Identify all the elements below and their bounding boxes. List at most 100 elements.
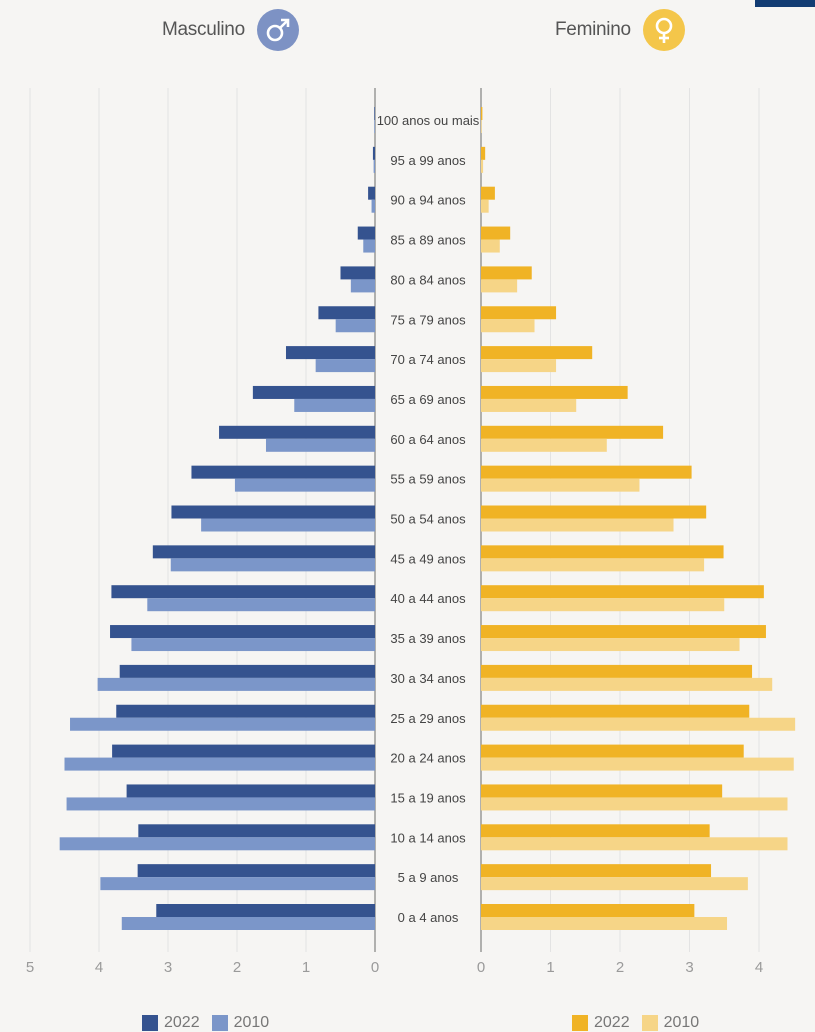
bar-female-2022: [481, 107, 483, 120]
female-header-label: Feminino: [555, 19, 631, 40]
bar-male-2022: [111, 585, 376, 599]
bar-male-2010: [59, 837, 376, 851]
bar-female-2010: [481, 199, 489, 213]
logo-corner-mark: [755, 0, 815, 7]
bar-female-2022: [481, 146, 486, 160]
age-group-label: 55 a 59 anos: [390, 472, 466, 487]
bar-male-2010: [64, 757, 375, 771]
legend-label-male-2022: 2022: [164, 1014, 200, 1031]
bar-male-2010: [373, 159, 375, 173]
bar-female-2010: [481, 159, 484, 173]
bar-male-2010: [147, 598, 375, 612]
bar-female-2022: [481, 346, 593, 360]
male-axis-tick-label: 1: [302, 959, 310, 976]
male-axis-tick-label: 3: [164, 959, 172, 976]
bar-female-2022: [481, 744, 744, 758]
female-axis-tick-label: 3: [685, 959, 693, 976]
age-group-label: 65 a 69 anos: [390, 392, 466, 407]
bar-male-2010: [131, 638, 375, 652]
age-group-label: 40 a 44 anos: [390, 591, 466, 606]
bar-male-2022: [191, 465, 375, 479]
bar-male-2010: [70, 717, 376, 731]
bar-female-2022: [481, 186, 495, 200]
male-axis-tick-label: 5: [26, 959, 34, 976]
bar-male-2022: [116, 704, 375, 718]
bar-male-2022: [340, 266, 375, 280]
bar-male-2022: [112, 744, 376, 758]
age-group-label: 0 a 4 anos: [398, 910, 459, 925]
legend-female: 2022 2010: [572, 1014, 711, 1032]
bar-female-2010: [481, 558, 705, 572]
bar-female-2010: [481, 398, 577, 412]
bar-female-2022: [481, 664, 753, 678]
bar-female-2022: [481, 425, 664, 439]
bar-male-2010: [363, 239, 375, 253]
bar-female-2022: [481, 306, 557, 320]
bar-male-2010: [66, 797, 375, 811]
bar-female-2010: [481, 319, 535, 333]
bar-male-2010: [97, 677, 376, 691]
bar-female-2010: [481, 717, 796, 731]
bar-male-2022: [318, 306, 375, 320]
bar-male-2022: [152, 545, 375, 559]
female-axis-tick-label: 0: [477, 959, 485, 976]
age-group-label: 30 a 34 anos: [390, 671, 466, 686]
bar-male-2022: [138, 824, 375, 838]
bar-male-2022: [252, 385, 375, 399]
bar-male-2010: [265, 438, 375, 452]
bar-male-2022: [368, 186, 375, 200]
age-group-label: 10 a 14 anos: [390, 830, 466, 845]
age-group-label: 85 a 89 anos: [390, 233, 466, 248]
bar-male-2010: [201, 518, 375, 532]
bar-female-2022: [481, 704, 750, 718]
bar-male-2022: [372, 146, 375, 160]
bar-female-2022: [481, 266, 532, 280]
bar-male-2022: [110, 625, 375, 639]
bar-male-2022: [156, 904, 375, 917]
bar-male-2010: [234, 478, 375, 492]
age-group-label: 90 a 94 anos: [390, 193, 466, 208]
bar-female-2010: [481, 438, 607, 452]
bar-female-2022: [481, 625, 766, 639]
male-axis-tick-label: 4: [95, 959, 103, 976]
bar-male-2022: [119, 664, 375, 678]
bar-male-2022: [285, 346, 375, 360]
age-group-label: 95 a 99 anos: [390, 153, 466, 168]
bar-female-2010: [481, 797, 788, 811]
legend-swatch-male-2010: [211, 1015, 228, 1031]
age-group-label: 15 a 19 anos: [390, 790, 466, 805]
bar-male-2022: [171, 505, 375, 519]
bar-male-2010: [371, 199, 375, 213]
age-group-label: 70 a 74 anos: [390, 352, 466, 367]
male-axis-tick-label: 2: [233, 959, 241, 976]
bar-male-2010: [335, 319, 375, 333]
bar-female-2010: [481, 598, 725, 612]
bar-female-2022: [481, 465, 692, 479]
age-group-label: 60 a 64 anos: [390, 432, 466, 447]
bar-female-2010: [481, 239, 500, 253]
bar-female-2010: [481, 359, 557, 373]
male-axis-tick-label: 0: [371, 959, 379, 976]
age-group-label: 35 a 39 anos: [390, 631, 466, 646]
bar-female-2010: [481, 917, 728, 930]
bar-female-2010: [481, 478, 640, 492]
age-group-label: 45 a 49 anos: [390, 551, 466, 566]
age-group-label: 5 a 9 anos: [398, 870, 459, 885]
male-symbol-icon: [256, 9, 299, 51]
bar-female-2010: [481, 518, 674, 532]
legend-label-female-2022: 2022: [594, 1014, 630, 1031]
bar-female-2010: [481, 837, 788, 851]
bar-female-2022: [481, 505, 707, 519]
female-axis-tick-label: 1: [546, 959, 554, 976]
bar-female-2022: [481, 226, 511, 240]
bar-male-2010: [350, 279, 375, 293]
bar-male-2010: [374, 120, 375, 133]
legend-swatch-female-2022: [572, 1015, 588, 1031]
bar-male-2022: [137, 864, 375, 878]
age-group-label: 50 a 54 anos: [390, 512, 466, 527]
bar-male-2022: [357, 226, 375, 240]
bar-female-2022: [481, 864, 712, 878]
bar-male-2010: [170, 558, 375, 572]
bar-female-2010: [481, 877, 748, 891]
bar-male-2010: [121, 917, 376, 930]
